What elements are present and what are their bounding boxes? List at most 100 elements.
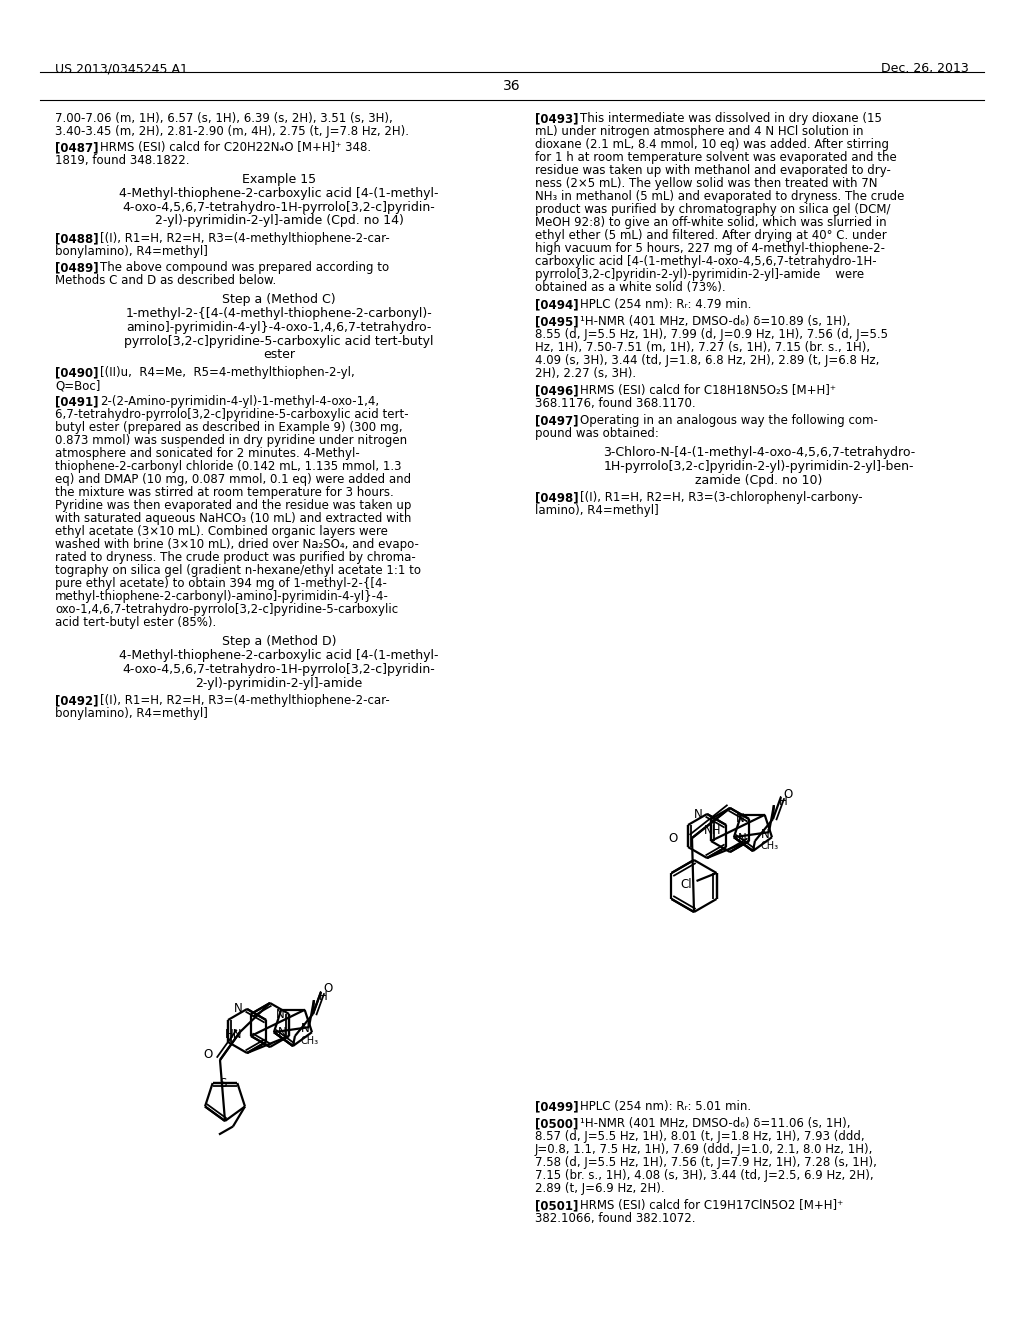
Text: HN: HN <box>225 1028 243 1041</box>
Text: [0501]: [0501] <box>535 1199 579 1212</box>
Text: O: O <box>783 788 793 800</box>
Text: thiophene-2-carbonyl chloride (0.142 mL, 1.135 mmol, 1.3: thiophene-2-carbonyl chloride (0.142 mL,… <box>55 461 401 473</box>
Text: [0487]: [0487] <box>55 141 98 154</box>
Text: 3.40-3.45 (m, 2H), 2.81-2.90 (m, 4H), 2.75 (t, J=7.8 Hz, 2H).: 3.40-3.45 (m, 2H), 2.81-2.90 (m, 4H), 2.… <box>55 125 409 139</box>
Text: 4.09 (s, 3H), 3.44 (td, J=1.8, 6.8 Hz, 2H), 2.89 (t, J=6.8 Hz,: 4.09 (s, 3H), 3.44 (td, J=1.8, 6.8 Hz, 2… <box>535 354 880 367</box>
Text: The above compound was prepared according to: The above compound was prepared accordin… <box>100 261 389 275</box>
Text: 0.873 mmol) was suspended in dry pyridine under nitrogen: 0.873 mmol) was suspended in dry pyridin… <box>55 434 408 447</box>
Text: 2.89 (t, J=6.9 Hz, 2H).: 2.89 (t, J=6.9 Hz, 2H). <box>535 1181 665 1195</box>
Text: [0500]: [0500] <box>535 1117 579 1130</box>
Text: pound was obtained:: pound was obtained: <box>535 426 658 440</box>
Text: Pyridine was then evaporated and the residue was taken up: Pyridine was then evaporated and the res… <box>55 499 412 512</box>
Text: Q=Boc]: Q=Boc] <box>55 379 100 392</box>
Text: [0490]: [0490] <box>55 366 98 379</box>
Text: [0496]: [0496] <box>535 384 579 397</box>
Text: 2-yl)-pyrimidin-2-yl]-amide: 2-yl)-pyrimidin-2-yl]-amide <box>196 677 362 689</box>
Text: bonylamino), R4=methyl]: bonylamino), R4=methyl] <box>55 708 208 721</box>
Text: the mixture was stirred at room temperature for 3 hours.: the mixture was stirred at room temperat… <box>55 486 394 499</box>
Text: CH₃: CH₃ <box>300 1036 318 1045</box>
Text: bonylamino), R4=methyl]: bonylamino), R4=methyl] <box>55 246 208 259</box>
Text: 7.15 (br. s., 1H), 4.08 (s, 3H), 3.44 (td, J=2.5, 6.9 Hz, 2H),: 7.15 (br. s., 1H), 4.08 (s, 3H), 3.44 (t… <box>535 1170 873 1181</box>
Text: lamino), R4=methyl]: lamino), R4=methyl] <box>535 504 658 517</box>
Text: O: O <box>324 982 333 995</box>
Text: MeOH 92:8) to give an off-white solid, which was slurried in: MeOH 92:8) to give an off-white solid, w… <box>535 216 887 228</box>
Text: [(I), R1=H, R2=H, R3=(4-methylthiophene-2-car-: [(I), R1=H, R2=H, R3=(4-methylthiophene-… <box>100 232 390 246</box>
Text: 8.55 (d, J=5.5 Hz, 1H), 7.99 (d, J=0.9 Hz, 1H), 7.56 (d, J=5.5: 8.55 (d, J=5.5 Hz, 1H), 7.99 (d, J=0.9 H… <box>535 327 888 341</box>
Text: eq) and DMAP (10 mg, 0.087 mmol, 0.1 eq) were added and: eq) and DMAP (10 mg, 0.087 mmol, 0.1 eq)… <box>55 473 411 486</box>
Text: Methods C and D as described below.: Methods C and D as described below. <box>55 275 276 288</box>
Text: 2-yl)-pyrimidin-2-yl]-amide (Cpd. no 14): 2-yl)-pyrimidin-2-yl]-amide (Cpd. no 14) <box>155 214 403 227</box>
Text: obtained as a white solid (73%).: obtained as a white solid (73%). <box>535 281 726 294</box>
Text: HPLC (254 nm): Rᵣ: 4.79 min.: HPLC (254 nm): Rᵣ: 4.79 min. <box>580 298 752 312</box>
Text: 368.1176, found 368.1170.: 368.1176, found 368.1170. <box>535 397 695 411</box>
Text: [0498]: [0498] <box>535 491 579 504</box>
Text: Example 15: Example 15 <box>242 173 316 186</box>
Text: N: N <box>301 1023 309 1035</box>
Text: HRMS (ESI) calcd for C20H22N₄O [M+H]⁺ 348.: HRMS (ESI) calcd for C20H22N₄O [M+H]⁺ 34… <box>100 141 371 154</box>
Text: mL) under nitrogen atmosphere and 4 N HCl solution in: mL) under nitrogen atmosphere and 4 N HC… <box>535 125 863 139</box>
Text: Step a (Method D): Step a (Method D) <box>222 635 336 648</box>
Text: butyl ester (prepared as described in Example 9) (300 mg,: butyl ester (prepared as described in Ex… <box>55 421 402 434</box>
Text: J=0.8, 1.1, 7.5 Hz, 1H), 7.69 (ddd, J=1.0, 2.1, 8.0 Hz, 1H),: J=0.8, 1.1, 7.5 Hz, 1H), 7.69 (ddd, J=1.… <box>535 1143 873 1156</box>
Text: O: O <box>669 832 678 845</box>
Text: ethyl ether (5 mL) and filtered. After drying at 40° C. under: ethyl ether (5 mL) and filtered. After d… <box>535 228 887 242</box>
Text: NH₃ in methanol (5 mL) and evaporated to dryness. The crude: NH₃ in methanol (5 mL) and evaporated to… <box>535 190 904 203</box>
Text: pyrrolo[3,2-c]pyridine-5-carboxylic acid tert-butyl: pyrrolo[3,2-c]pyridine-5-carboxylic acid… <box>124 334 434 347</box>
Text: 1-methyl-2-{[4-(4-methyl-thiophene-2-carbonyl)-: 1-methyl-2-{[4-(4-methyl-thiophene-2-car… <box>126 308 432 319</box>
Text: residue was taken up with methanol and evaporated to dry-: residue was taken up with methanol and e… <box>535 164 891 177</box>
Text: N: N <box>737 832 746 845</box>
Text: US 2013/0345245 A1: US 2013/0345245 A1 <box>55 62 187 75</box>
Text: oxo-1,4,6,7-tetrahydro-pyrrolo[3,2-c]pyridine-5-carboxylic: oxo-1,4,6,7-tetrahydro-pyrrolo[3,2-c]pyr… <box>55 603 398 616</box>
Text: N: N <box>233 1002 243 1015</box>
Text: amino]-pyrimidin-4-yl}-4-oxo-1,4,6,7-tetrahydro-: amino]-pyrimidin-4-yl}-4-oxo-1,4,6,7-tet… <box>126 321 432 334</box>
Text: N: N <box>278 1027 287 1040</box>
Text: N: N <box>761 828 770 841</box>
Text: ester: ester <box>263 348 295 362</box>
Text: ¹H-NMR (401 MHz, DMSO-d₆) δ=11.06 (s, 1H),: ¹H-NMR (401 MHz, DMSO-d₆) δ=11.06 (s, 1H… <box>580 1117 851 1130</box>
Text: 1819, found 348.1822.: 1819, found 348.1822. <box>55 154 189 168</box>
Text: HRMS (ESI) calcd for C19H17ClN5O2 [M+H]⁺: HRMS (ESI) calcd for C19H17ClN5O2 [M+H]⁺ <box>580 1199 843 1212</box>
Text: [0494]: [0494] <box>535 298 579 312</box>
Text: Cl: Cl <box>680 879 691 891</box>
Text: product was purified by chromatography on silica gel (DCM/: product was purified by chromatography o… <box>535 203 891 216</box>
Text: 7.58 (d, J=5.5 Hz, 1H), 7.56 (t, J=7.9 Hz, 1H), 7.28 (s, 1H),: 7.58 (d, J=5.5 Hz, 1H), 7.56 (t, J=7.9 H… <box>535 1156 877 1170</box>
Text: Hz, 1H), 7.50-7.51 (m, 1H), 7.27 (s, 1H), 7.15 (br. s., 1H),: Hz, 1H), 7.50-7.51 (m, 1H), 7.27 (s, 1H)… <box>535 341 870 354</box>
Text: [0489]: [0489] <box>55 261 98 275</box>
Text: ethyl acetate (3×10 mL). Combined organic layers were: ethyl acetate (3×10 mL). Combined organi… <box>55 525 388 539</box>
Text: [(I), R1=H, R2=H, R3=(3-chlorophenyl-carbony-: [(I), R1=H, R2=H, R3=(3-chlorophenyl-car… <box>580 491 862 504</box>
Text: pyrrolo[3,2-c]pyridin-2-yl)-pyrimidin-2-yl]-amide    were: pyrrolo[3,2-c]pyridin-2-yl)-pyrimidin-2-… <box>535 268 864 281</box>
Text: 2H), 2.27 (s, 3H).: 2H), 2.27 (s, 3H). <box>535 367 636 380</box>
Text: ness (2×5 mL). The yellow solid was then treated with 7N: ness (2×5 mL). The yellow solid was then… <box>535 177 878 190</box>
Text: HPLC (254 nm): Rᵣ: 5.01 min.: HPLC (254 nm): Rᵣ: 5.01 min. <box>580 1100 752 1113</box>
Text: N: N <box>693 808 702 821</box>
Text: HRMS (ESI) calcd for C18H18N5O₂S [M+H]⁺: HRMS (ESI) calcd for C18H18N5O₂S [M+H]⁺ <box>580 384 836 397</box>
Text: 6,7-tetrahydro-pyrrolo[3,2-c]pyridine-5-carboxylic acid tert-: 6,7-tetrahydro-pyrrolo[3,2-c]pyridine-5-… <box>55 408 409 421</box>
Text: This intermediate was dissolved in dry dioxane (15: This intermediate was dissolved in dry d… <box>580 112 882 125</box>
Text: rated to dryness. The crude product was purified by chroma-: rated to dryness. The crude product was … <box>55 552 416 564</box>
Text: Operating in an analogous way the following com-: Operating in an analogous way the follow… <box>580 414 878 426</box>
Text: [0491]: [0491] <box>55 395 98 408</box>
Text: H: H <box>778 795 787 808</box>
Text: ¹H-NMR (401 MHz, DMSO-d₆) δ=10.89 (s, 1H),: ¹H-NMR (401 MHz, DMSO-d₆) δ=10.89 (s, 1H… <box>580 315 850 327</box>
Text: 2-(2-Amino-pyrimidin-4-yl)-1-methyl-4-oxo-1,4,: 2-(2-Amino-pyrimidin-4-yl)-1-methyl-4-ox… <box>100 395 379 408</box>
Text: NH: NH <box>705 824 722 837</box>
Text: [0493]: [0493] <box>535 112 579 125</box>
Text: 4-Methyl-thiophene-2-carboxylic acid [4-(1-methyl-: 4-Methyl-thiophene-2-carboxylic acid [4-… <box>119 649 438 663</box>
Text: atmosphere and sonicated for 2 minutes. 4-Methyl-: atmosphere and sonicated for 2 minutes. … <box>55 447 359 461</box>
Text: 3-Chloro-N-[4-(1-methyl-4-oxo-4,5,6,7-tetrahydro-: 3-Chloro-N-[4-(1-methyl-4-oxo-4,5,6,7-te… <box>603 446 915 459</box>
Text: 36: 36 <box>503 79 521 92</box>
Text: 4-oxo-4,5,6,7-tetrahydro-1H-pyrrolo[3,2-c]pyridin-: 4-oxo-4,5,6,7-tetrahydro-1H-pyrrolo[3,2-… <box>123 663 435 676</box>
Text: 4-Methyl-thiophene-2-carboxylic acid [4-(1-methyl-: 4-Methyl-thiophene-2-carboxylic acid [4-… <box>119 187 438 199</box>
Text: dioxane (2.1 mL, 8.4 mmol, 10 eq) was added. After stirring: dioxane (2.1 mL, 8.4 mmol, 10 eq) was ad… <box>535 139 889 150</box>
Text: [0495]: [0495] <box>535 315 579 327</box>
Text: N: N <box>275 1007 285 1020</box>
Text: N: N <box>735 813 744 825</box>
Text: Step a (Method C): Step a (Method C) <box>222 293 336 306</box>
Text: 382.1066, found 382.1072.: 382.1066, found 382.1072. <box>535 1212 695 1225</box>
Text: zamide (Cpd. no 10): zamide (Cpd. no 10) <box>695 474 822 487</box>
Text: for 1 h at room temperature solvent was evaporated and the: for 1 h at room temperature solvent was … <box>535 150 897 164</box>
Text: H: H <box>318 990 328 1003</box>
Text: methyl-thiophene-2-carbonyl)-amino]-pyrimidin-4-yl}-4-: methyl-thiophene-2-carbonyl)-amino]-pyri… <box>55 590 389 603</box>
Text: with saturated aqueous NaHCO₃ (10 mL) and extracted with: with saturated aqueous NaHCO₃ (10 mL) an… <box>55 512 412 525</box>
Text: 7.00-7.06 (m, 1H), 6.57 (s, 1H), 6.39 (s, 2H), 3.51 (s, 3H),: 7.00-7.06 (m, 1H), 6.57 (s, 1H), 6.39 (s… <box>55 112 393 125</box>
